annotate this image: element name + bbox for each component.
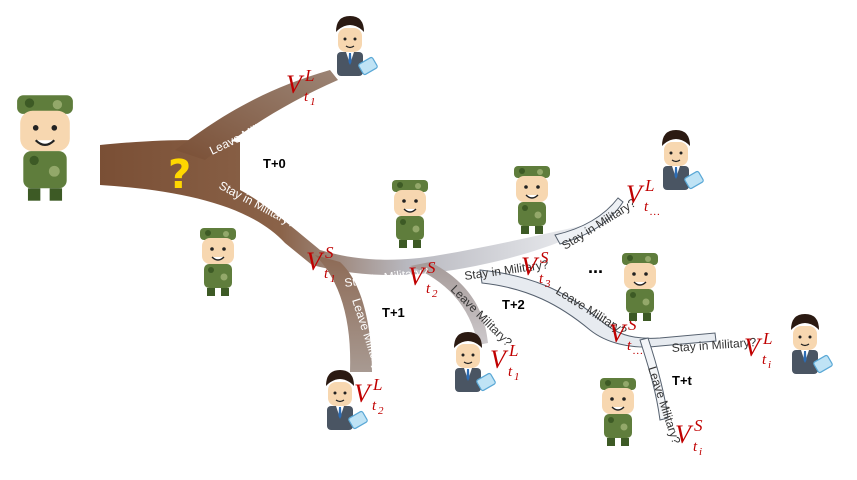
svg-text:t: t [644, 199, 649, 215]
leave-branch-t0 [175, 70, 338, 160]
svg-text:t: t [304, 89, 309, 105]
svg-text:S: S [628, 315, 637, 334]
svg-text:t: t [627, 338, 632, 354]
svg-text:S: S [694, 416, 703, 435]
svg-text:V: V [626, 180, 645, 209]
svg-text:V: V [521, 252, 540, 281]
time-label-t1: T+1 [382, 305, 405, 320]
ellipsis: ... [588, 257, 603, 277]
svg-text:V: V [744, 333, 763, 362]
svg-text:3: 3 [544, 278, 551, 290]
question-mark: ? [168, 152, 191, 198]
svg-text:t: t [324, 266, 329, 282]
svg-text:1: 1 [310, 96, 316, 108]
value-label-s-ti: V S t i [675, 416, 703, 458]
value-label-s-t1: V S t 1 [306, 243, 336, 285]
svg-text:V: V [408, 262, 427, 291]
svg-text:L: L [762, 329, 772, 348]
svg-text:i: i [768, 359, 771, 371]
svg-text:t: t [762, 352, 767, 368]
value-label-s-t2: V S t 2 [408, 258, 438, 300]
svg-text:L: L [372, 375, 382, 394]
soldier-icon [16, 94, 74, 202]
svg-text:…: … [650, 206, 660, 218]
stay-branch-t3-lower [479, 269, 717, 348]
svg-text:t: t [426, 281, 431, 297]
businessman-icon [335, 15, 379, 77]
soldier-icon [513, 165, 551, 235]
svg-text:2: 2 [378, 405, 384, 417]
svg-text:t: t [539, 271, 544, 287]
businessman-icon [661, 129, 705, 191]
value-label-l-t2: V L t 2 [354, 375, 384, 417]
svg-text:1: 1 [330, 273, 336, 285]
value-label-l-tdots: V L t … [626, 176, 660, 218]
svg-text:V: V [675, 420, 694, 449]
time-label-t2: T+2 [502, 297, 525, 312]
soldier-icon [199, 227, 237, 297]
value-label-s-t3: V S t 3 [521, 248, 551, 290]
value-label-l-ti: V L t i [744, 329, 772, 371]
svg-text:t: t [693, 439, 698, 455]
soldier-icon [621, 252, 659, 322]
svg-text:2: 2 [432, 288, 438, 300]
value-label-s-tdots: V S t … [609, 315, 643, 357]
svg-text:1: 1 [514, 371, 520, 383]
svg-text:L: L [508, 341, 518, 360]
leave-branch-t1 [315, 255, 372, 372]
value-label-l-t1-mid: V L t 1 [490, 341, 520, 383]
svg-text:L: L [304, 66, 314, 85]
svg-text:V: V [306, 247, 325, 276]
time-label-tt: T+t [672, 373, 693, 388]
leave-branch-t2 [410, 262, 488, 345]
svg-text:V: V [286, 70, 305, 99]
svg-text:L: L [644, 176, 654, 195]
svg-text:t: t [508, 364, 513, 380]
svg-text:t: t [372, 398, 377, 414]
trunk-branch [100, 140, 612, 276]
svg-text:S: S [540, 248, 549, 267]
svg-text:V: V [609, 319, 628, 348]
businessman-icon [790, 313, 834, 375]
stay-branch-t3-upper [554, 197, 624, 245]
soldier-icon [391, 179, 429, 249]
svg-text:V: V [490, 345, 509, 374]
time-label-t0: T+0 [263, 156, 286, 171]
svg-text:V: V [354, 379, 373, 408]
leave-branch-tt [639, 337, 669, 421]
value-label-l-t1-top: V L t 1 [286, 66, 316, 108]
svg-text:S: S [325, 243, 334, 262]
svg-text:…: … [633, 345, 643, 357]
branch-label-stay-tt: Stay in Military? [671, 335, 757, 355]
svg-text:S: S [427, 258, 436, 277]
svg-text:i: i [699, 446, 702, 458]
soldier-icon [599, 377, 637, 447]
